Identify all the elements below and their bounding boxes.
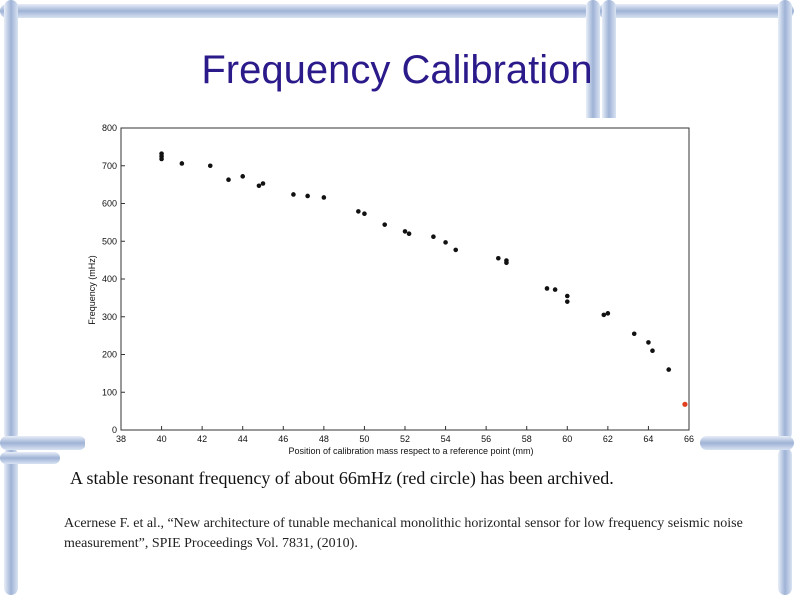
data-point [305, 193, 310, 199]
data-point [240, 174, 246, 179]
plot-frame [120, 127, 690, 431]
data-point [431, 234, 436, 240]
x-axis-label: Position of calibration mass respect to … [288, 446, 533, 456]
data-point [179, 161, 185, 166]
caption: A stable resonant frequency of about 66m… [70, 468, 614, 488]
frequency-scatter-chart: 38 40 42 44 46 48 50 52 54 56 58 60 62 64 66 0 100 200 300… [87, 123, 694, 456]
data-point [159, 156, 164, 162]
data-point [650, 348, 655, 354]
data-point [496, 255, 501, 261]
y-tick-label: 0 [112, 425, 117, 435]
data-point [564, 293, 570, 299]
x-tick-label: 64 [643, 434, 653, 444]
chart-container: 38 40 42 44 46 48 50 52 54 56 58 60 62 64 66 0 100 200 300… [85, 118, 697, 456]
data-point [564, 299, 570, 304]
y-tick-label: 800 [102, 123, 117, 133]
data-point [552, 287, 558, 292]
data-point [256, 183, 262, 189]
frame-middle-bar [0, 436, 86, 450]
reference-citation: Acernese F. et al., “New architecture of… [64, 516, 743, 551]
data-point [605, 311, 611, 316]
x-tick-label: 62 [603, 434, 613, 444]
x-tick-label: 58 [522, 434, 532, 444]
x-tick-label: 40 [157, 434, 167, 444]
data-point [226, 177, 231, 183]
data-point [321, 195, 327, 200]
data-point [453, 247, 459, 253]
data-point [362, 211, 367, 216]
y-tick-label: 500 [102, 236, 117, 246]
x-tick-label: 42 [197, 434, 207, 444]
y-axis-label: Frequency (mHz) [87, 255, 97, 325]
x-tick-label: 46 [278, 434, 288, 444]
data-point [504, 260, 509, 266]
data-point [260, 181, 266, 186]
data-point [382, 222, 388, 227]
x-tick-label: 66 [684, 434, 694, 444]
x-tick-label: 52 [400, 434, 410, 444]
frame-top-bar-left [0, 4, 590, 18]
stable-frequency-point [682, 401, 688, 407]
axes-layer: 38 40 42 44 46 48 50 52 54 56 58 60 62 64 66 0 100 200 300… [102, 123, 694, 444]
data-point [666, 367, 672, 372]
data-point [291, 192, 296, 197]
frame-bottom-left-bar [0, 452, 60, 464]
frame-left-bar-bottom [4, 448, 18, 595]
data-point [443, 240, 448, 245]
y-tick-label: 600 [102, 199, 117, 209]
x-tick-label: 50 [359, 434, 369, 444]
y-tick-label: 200 [102, 350, 117, 360]
y-tick-label: 400 [102, 274, 117, 284]
data-point [646, 340, 651, 345]
x-tick-label: 54 [441, 434, 451, 444]
x-tick-label: 38 [116, 434, 126, 444]
x-tick-label: 60 [562, 434, 572, 444]
data-point [544, 286, 550, 291]
frame-middle-bar-right [700, 436, 794, 450]
slide-title: Frequency Calibration [201, 48, 593, 92]
y-tick-label: 700 [102, 161, 117, 171]
frame-top-bar-right [598, 4, 794, 18]
data-point [402, 229, 408, 234]
points-layer [159, 151, 688, 407]
x-tick-label: 48 [319, 434, 329, 444]
data-point [207, 163, 213, 169]
y-tick-label: 100 [102, 387, 117, 397]
data-point [631, 331, 637, 337]
x-tick-label: 56 [481, 434, 491, 444]
data-point [356, 209, 361, 214]
frame-right-lower-bar [778, 448, 792, 595]
data-point [406, 231, 412, 236]
y-tick-label: 300 [102, 312, 117, 322]
data-point [601, 312, 607, 318]
x-tick-label: 44 [238, 434, 248, 444]
